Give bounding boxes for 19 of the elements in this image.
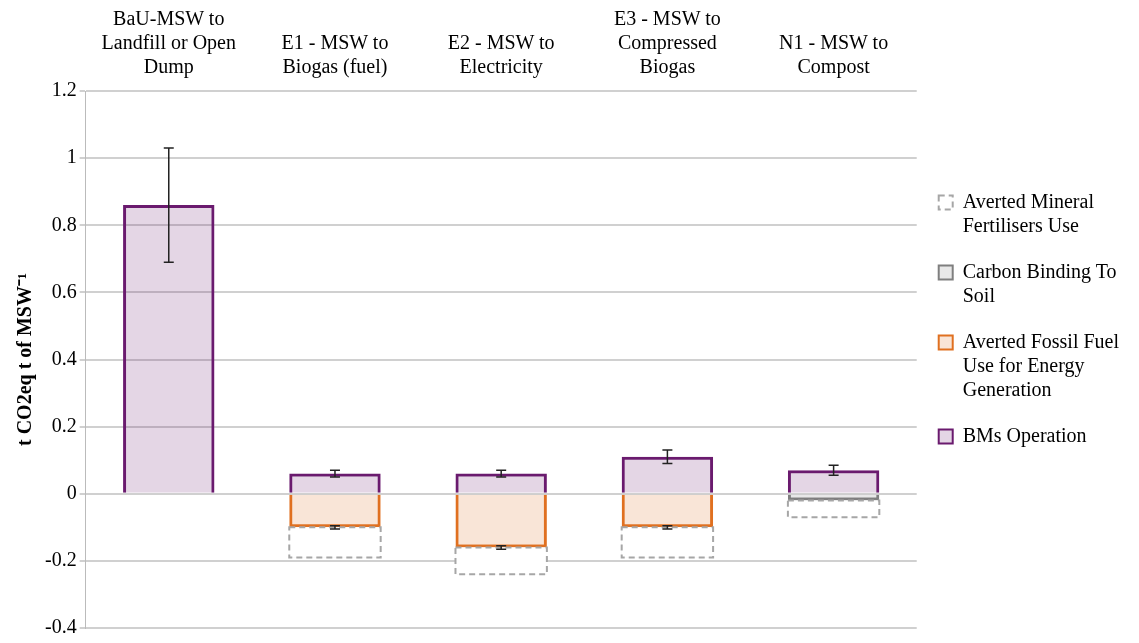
x-tick-label: N1 - MSW to Compost [779, 31, 889, 79]
legend-label: Carbon Binding To Soil [962, 259, 1117, 306]
y-tick-label: 1.2 [51, 78, 77, 101]
y-tick-label: 0.6 [51, 279, 77, 302]
y-tick-label: 0.4 [51, 346, 77, 369]
y-tick-label: -0.2 [44, 548, 77, 571]
y-axis-title: t CO2eq t of MSW⁻¹ [13, 273, 37, 446]
y-tick-label: 1 [66, 145, 77, 168]
y-tick-label: 0 [66, 481, 77, 503]
x-tick-label: E1 - MSW to Biogas (fuel) [281, 31, 389, 79]
legend-label: Averted Fossil Fuel Use for Energy Generation [962, 329, 1120, 400]
x-tick-label: BaU-MSW to Landfill or Open Dump [101, 7, 236, 79]
legend-label: BMs Operation [962, 423, 1087, 447]
y-tick-label: 0.2 [51, 413, 77, 436]
y-tick-label: 0.8 [51, 212, 77, 235]
x-tick-label: E3 - MSW to Compressed Biogas [613, 7, 721, 79]
y-tick-label: -0.4 [44, 615, 77, 638]
legend-label: Averted Mineral Fertilisers Use [962, 189, 1095, 236]
x-tick-label: E2 - MSW to Electricity [447, 31, 555, 79]
